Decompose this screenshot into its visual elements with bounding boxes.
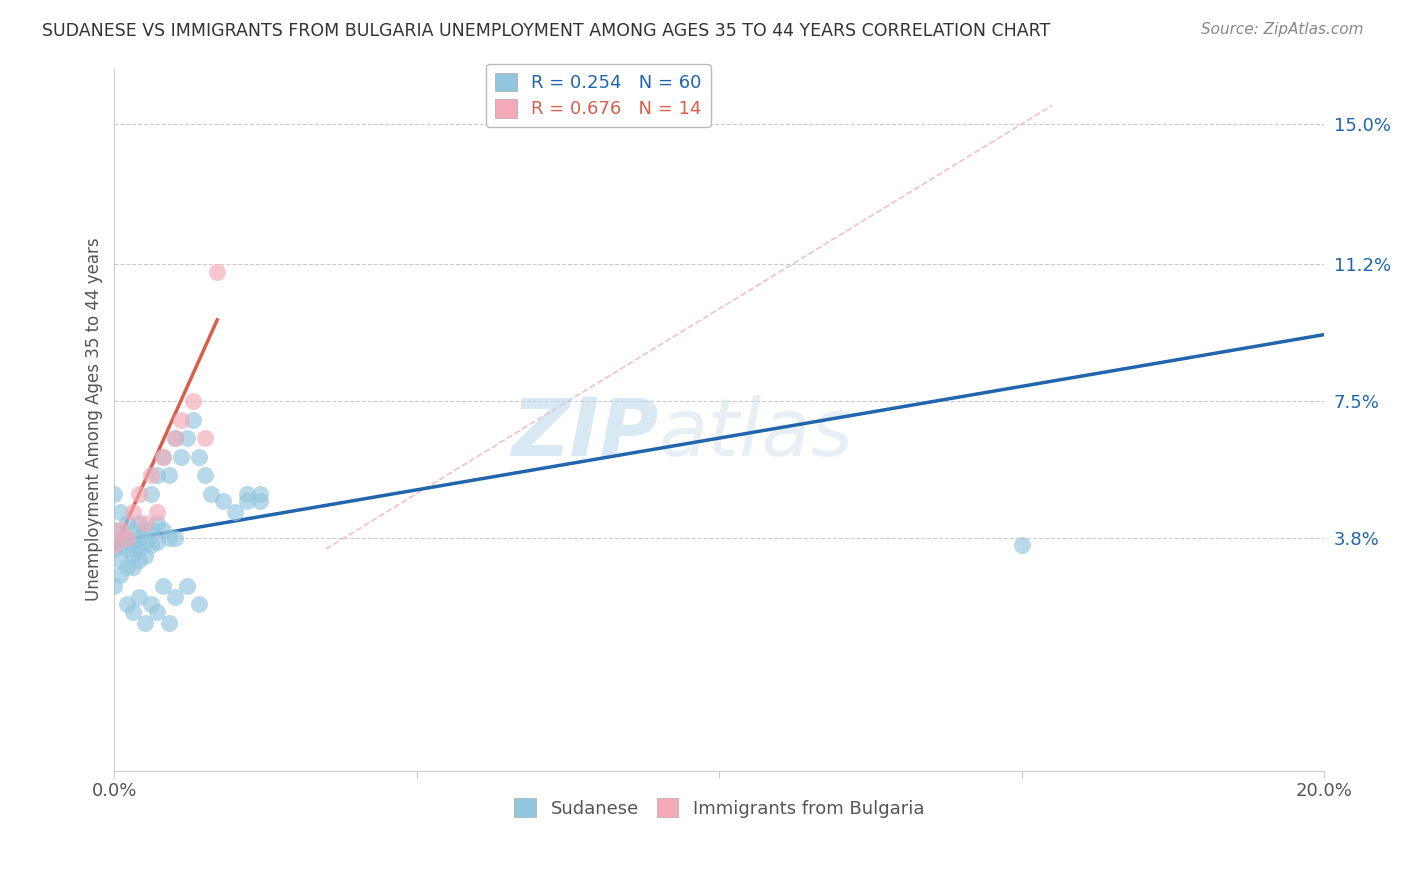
Point bbox=[170, 412, 193, 426]
Point bbox=[152, 450, 174, 464]
Point bbox=[145, 505, 167, 519]
Point bbox=[194, 431, 217, 445]
Point bbox=[110, 538, 132, 552]
Point bbox=[163, 431, 186, 445]
Point bbox=[163, 431, 186, 445]
Point bbox=[145, 516, 167, 530]
Point bbox=[188, 598, 211, 612]
Point bbox=[128, 531, 150, 545]
Point bbox=[163, 590, 186, 604]
Point bbox=[110, 531, 132, 545]
Point bbox=[181, 412, 204, 426]
Point bbox=[157, 468, 180, 483]
Text: Source: ZipAtlas.com: Source: ZipAtlas.com bbox=[1201, 22, 1364, 37]
Point bbox=[157, 615, 180, 630]
Point bbox=[134, 524, 156, 538]
Point bbox=[139, 598, 162, 612]
Point bbox=[145, 534, 167, 549]
Point bbox=[181, 394, 204, 409]
Point bbox=[110, 524, 132, 538]
Point bbox=[128, 486, 150, 500]
Point bbox=[115, 541, 138, 556]
Point bbox=[103, 486, 125, 500]
Text: atlas: atlas bbox=[659, 394, 853, 473]
Point bbox=[176, 579, 198, 593]
Point bbox=[200, 486, 222, 500]
Point bbox=[134, 549, 156, 564]
Point bbox=[134, 516, 156, 530]
Point bbox=[121, 605, 143, 619]
Point bbox=[139, 468, 162, 483]
Point bbox=[188, 450, 211, 464]
Point bbox=[152, 524, 174, 538]
Point bbox=[110, 505, 132, 519]
Text: SUDANESE VS IMMIGRANTS FROM BULGARIA UNEMPLOYMENT AMONG AGES 35 TO 44 YEARS CORR: SUDANESE VS IMMIGRANTS FROM BULGARIA UNE… bbox=[42, 22, 1050, 40]
Point bbox=[139, 538, 162, 552]
Point bbox=[152, 450, 174, 464]
Point bbox=[128, 553, 150, 567]
Point bbox=[249, 494, 271, 508]
Point bbox=[212, 494, 235, 508]
Point bbox=[152, 579, 174, 593]
Point bbox=[103, 541, 125, 556]
Point bbox=[121, 560, 143, 574]
Point bbox=[163, 531, 186, 545]
Point bbox=[139, 524, 162, 538]
Point bbox=[115, 531, 138, 545]
Point bbox=[103, 524, 125, 538]
Legend: Sudanese, Immigrants from Bulgaria: Sudanese, Immigrants from Bulgaria bbox=[508, 791, 932, 825]
Point bbox=[103, 538, 125, 552]
Point bbox=[128, 590, 150, 604]
Point bbox=[115, 516, 138, 530]
Point bbox=[170, 450, 193, 464]
Point bbox=[115, 598, 138, 612]
Point bbox=[121, 546, 143, 560]
Point bbox=[121, 524, 143, 538]
Point bbox=[249, 486, 271, 500]
Point bbox=[145, 605, 167, 619]
Point bbox=[224, 505, 246, 519]
Point bbox=[128, 541, 150, 556]
Point bbox=[1011, 538, 1033, 552]
Point bbox=[128, 516, 150, 530]
Point bbox=[194, 468, 217, 483]
Point bbox=[103, 579, 125, 593]
Point bbox=[121, 505, 143, 519]
Point bbox=[236, 494, 259, 508]
Point bbox=[236, 486, 259, 500]
Point bbox=[134, 615, 156, 630]
Y-axis label: Unemployment Among Ages 35 to 44 years: Unemployment Among Ages 35 to 44 years bbox=[86, 238, 103, 601]
Point bbox=[110, 567, 132, 582]
Point bbox=[134, 534, 156, 549]
Point bbox=[207, 265, 229, 279]
Point bbox=[157, 531, 180, 545]
Point bbox=[139, 486, 162, 500]
Point bbox=[176, 431, 198, 445]
Point bbox=[145, 468, 167, 483]
Text: ZIP: ZIP bbox=[512, 394, 659, 473]
Point bbox=[115, 531, 138, 545]
Point bbox=[115, 560, 138, 574]
Point bbox=[110, 553, 132, 567]
Point bbox=[121, 534, 143, 549]
